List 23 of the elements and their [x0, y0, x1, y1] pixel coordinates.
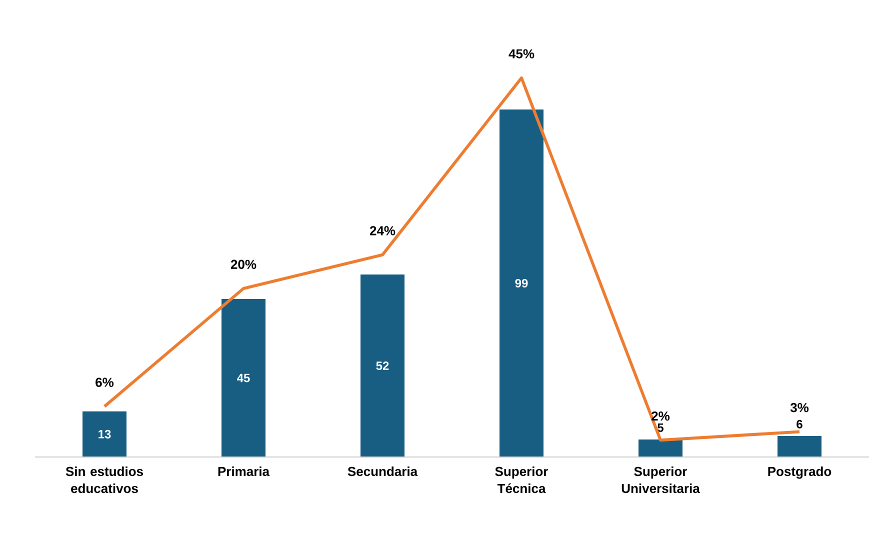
- data-label: 20%: [230, 260, 256, 269]
- x-tick-label: Secundaria: [348, 466, 418, 476]
- bar: [500, 109, 544, 457]
- data-label: 99: [515, 279, 528, 288]
- data-label: 52: [376, 361, 389, 370]
- data-label: 3%: [790, 402, 809, 412]
- data-label: 13: [98, 430, 111, 438]
- bar: [638, 439, 683, 457]
- x-tick-label: Postgrado: [768, 466, 832, 479]
- x-tick-label: Sin estudios educativos: [66, 466, 143, 494]
- x-tick-label: Primaria: [218, 466, 270, 476]
- bar: [82, 411, 126, 457]
- data-label: 45%: [508, 49, 534, 58]
- data-label: 6%: [96, 378, 114, 387]
- data-label: 24%: [370, 226, 396, 236]
- bar: [360, 274, 405, 457]
- bar: [222, 299, 266, 457]
- bar: [778, 436, 822, 457]
- x-tick-label: Superior Técnica: [495, 466, 548, 494]
- data-label: 5: [658, 424, 664, 432]
- data-label: 45: [237, 374, 250, 382]
- data-label: 6: [796, 420, 802, 428]
- x-tick-label: Superior Universitaria: [622, 466, 700, 494]
